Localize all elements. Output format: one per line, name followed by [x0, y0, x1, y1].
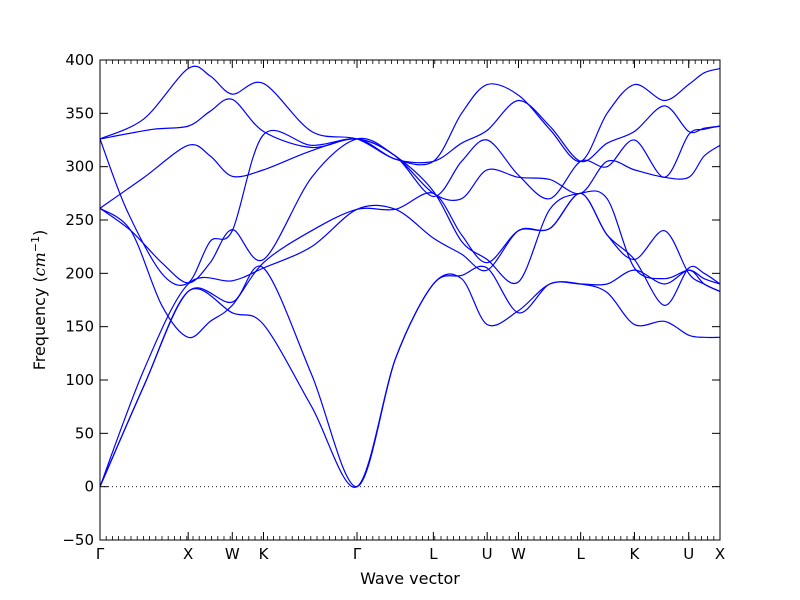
y-tick-label: 100: [65, 371, 94, 389]
y-tick-label: 350: [65, 104, 94, 122]
x-tick-label: Γ: [353, 545, 362, 563]
x-tick-label: L: [429, 545, 438, 563]
x-tick-label: W: [511, 545, 526, 563]
x-tick-label: K: [630, 545, 641, 563]
y-tick-label: 50: [75, 424, 94, 442]
x-tick-label: X: [183, 545, 193, 563]
x-tick-label: U: [683, 545, 694, 563]
y-tick-label: 200: [65, 264, 94, 282]
x-tick-label: L: [576, 545, 585, 563]
x-tick-label: U: [482, 545, 493, 563]
y-tick-label: 300: [65, 158, 94, 176]
plot-frame: [99, 59, 721, 541]
y-axis-label-exponent: −1: [29, 236, 42, 252]
band-lines: [99, 65, 721, 488]
plot-background: [100, 60, 720, 540]
minor-x-ticks: [99, 60, 721, 540]
x-tick-label: X: [715, 545, 725, 563]
x-tick-label: K: [259, 545, 270, 563]
y-axis-ticks: −50 0 50 100 150 200 250 300 350 400: [62, 51, 720, 549]
band-line-8: [99, 98, 721, 164]
y-tick-label: 0: [84, 478, 94, 496]
band-line-5: [99, 137, 721, 285]
band-line-2: [99, 265, 721, 488]
band-line-1: [99, 273, 721, 488]
x-axis-label: Wave vector: [360, 569, 460, 588]
y-axis-label: Frequency (cm−1): [29, 230, 50, 371]
band-line-4: [99, 192, 721, 339]
y-axis-label-unit: cm: [30, 252, 49, 276]
y-tick-label: 250: [65, 211, 94, 229]
plot-area: [100, 60, 720, 540]
y-tick-label: 400: [65, 51, 94, 69]
band-line-7: [99, 125, 721, 286]
y-tick-label: 150: [65, 318, 94, 336]
band-line-9: [99, 65, 721, 166]
y-axis-label-suffix: ): [30, 230, 49, 236]
band-line-3: [99, 192, 721, 487]
x-tick-label: Γ: [96, 545, 105, 563]
band-line-6: [99, 138, 721, 209]
y-axis-label-prefix: Frequency (: [30, 276, 49, 370]
x-tick-label: W: [225, 545, 240, 563]
y-tick-label: −50: [62, 531, 94, 549]
